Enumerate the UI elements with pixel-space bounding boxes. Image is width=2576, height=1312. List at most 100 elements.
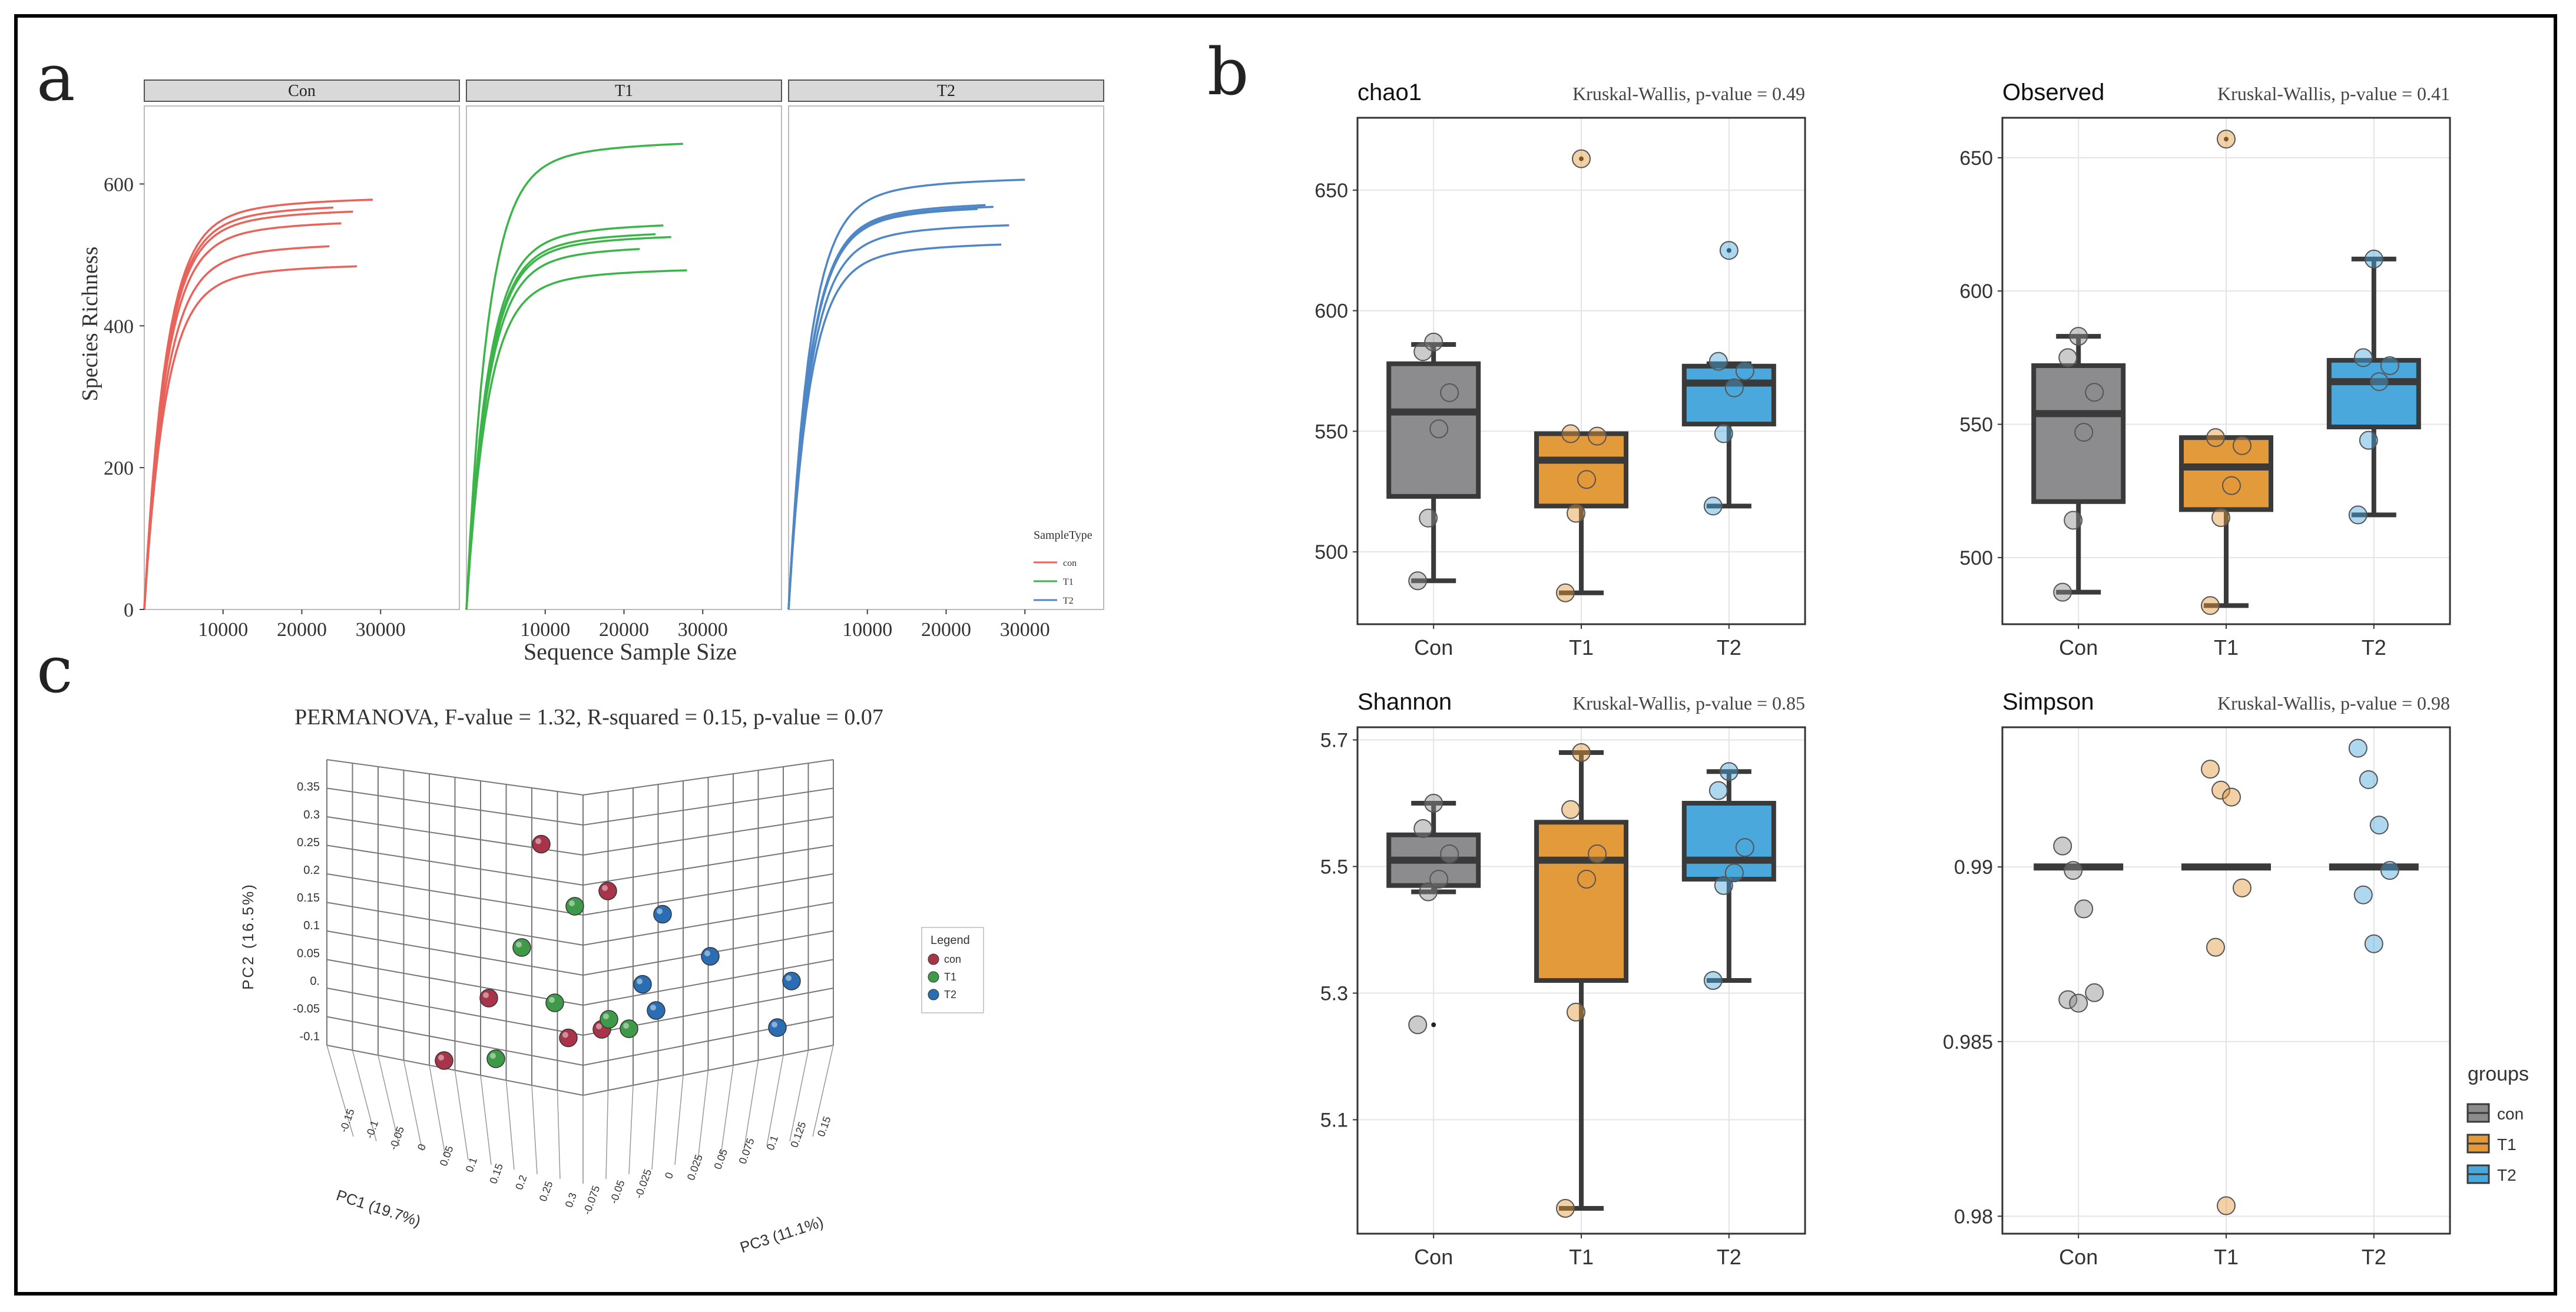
floor-grid-line xyxy=(378,1055,400,1147)
y-tick-label: 5.5 xyxy=(1320,856,1348,879)
legend-marker-T1 xyxy=(928,971,939,983)
pc1-tick-label: -0.05 xyxy=(387,1125,406,1151)
jitter-point xyxy=(1708,352,1728,371)
legend-label-T2: T2 xyxy=(944,989,956,1000)
y-tick-label: 200 xyxy=(104,458,134,479)
jitter-point xyxy=(1424,332,1443,352)
jitter-point xyxy=(2353,885,2373,905)
jitter-point xyxy=(2364,249,2383,269)
pcoa-point-con xyxy=(479,989,498,1008)
jitter-point xyxy=(1429,870,1449,889)
pcoa-point-highlight xyxy=(438,1055,444,1061)
metric-title: Shannon xyxy=(1357,689,1452,715)
pcoa-point-highlight xyxy=(650,1005,656,1010)
legend-title: SampleType xyxy=(1034,529,1092,542)
legend-marker-con xyxy=(928,953,939,965)
jitter-point xyxy=(1588,426,1607,446)
jitter-point xyxy=(2069,993,2088,1013)
jitter-point xyxy=(2069,327,2088,346)
jitter-point xyxy=(1440,844,1459,863)
pc2-tick-label: -0.1 xyxy=(300,1031,320,1043)
panel-label-b: b xyxy=(1207,34,1249,110)
boxplot-shannon: Shannon Kruskal-Wallis, p-value = 0.85 5.1… xyxy=(1320,689,1806,1269)
floor-grid-line xyxy=(720,1065,734,1156)
legend-label-con: con xyxy=(944,953,961,965)
jitter-point xyxy=(2380,356,2399,375)
box-T2 xyxy=(2326,357,2421,430)
y-tick-label: 0.99 xyxy=(1954,856,1993,879)
jitter-point xyxy=(1408,571,1428,591)
legend-title: groups xyxy=(2468,1063,2529,1085)
y-tick-label: 550 xyxy=(1959,414,1993,436)
pc1-tick-label: 0.15 xyxy=(487,1162,505,1185)
floor-grid-line xyxy=(766,1055,784,1147)
rarefaction-curve-con xyxy=(143,245,330,610)
pcoa-point-T1 xyxy=(486,1049,505,1068)
pcoa-point-highlight xyxy=(637,978,643,985)
metric-title: Simpson xyxy=(2002,689,2094,715)
jitter-point xyxy=(2053,836,2072,856)
pc2-axis-title: PC2 (16.5%) xyxy=(239,883,257,990)
pcoa-point-T2 xyxy=(653,905,672,924)
jitter-point xyxy=(1708,781,1728,800)
grid-line xyxy=(582,759,834,796)
pcoa-point-highlight xyxy=(483,992,489,998)
jitter-point xyxy=(1556,1199,1575,1218)
facet-plot-area xyxy=(144,105,460,610)
x-tick-label: T2 xyxy=(2362,1245,2386,1269)
x-tick-label: T1 xyxy=(2214,635,2239,660)
jitter-point xyxy=(1419,882,1438,902)
rarefaction-curve-T1 xyxy=(465,236,671,610)
jitter-point xyxy=(1703,971,1723,990)
jitter-point xyxy=(1719,241,1739,260)
x-tick-label: Con xyxy=(2059,1245,2098,1269)
jitter-point xyxy=(2058,348,2078,367)
jitter-point xyxy=(2211,780,2230,800)
y-tick-label: 5.1 xyxy=(1320,1109,1348,1132)
x-tick-label: T1 xyxy=(2214,1245,2239,1269)
grid-line xyxy=(326,787,584,826)
jitter-point xyxy=(2217,1196,2236,1215)
pc2-tick-label: 0.15 xyxy=(297,892,320,905)
floor-grid-line xyxy=(557,1090,561,1180)
floor-grid-line xyxy=(480,1075,492,1165)
jitter-point xyxy=(1714,424,1733,443)
pc1-tick-label: -0.15 xyxy=(337,1107,357,1134)
legend-marker-T2 xyxy=(928,989,939,1000)
y-tick-label: 5.3 xyxy=(1320,983,1348,1005)
jitter-point xyxy=(2359,770,2378,789)
rarefaction-curve-T1 xyxy=(465,269,687,610)
boxplot-simpson: Simpson Kruskal-Wallis, p-value = 0.98 0.9… xyxy=(1943,689,2529,1269)
facet-strip xyxy=(788,79,1104,102)
y-tick-label: 600 xyxy=(1959,280,1993,303)
grid-line xyxy=(326,844,584,886)
jitter-point xyxy=(1735,362,1754,380)
grid-line xyxy=(326,1016,584,1066)
grid-line xyxy=(582,959,834,1006)
jitter-point xyxy=(1413,342,1433,362)
floor-grid-line xyxy=(697,1070,709,1161)
pc2-tick-label: 0.05 xyxy=(297,947,320,960)
jitter-point xyxy=(1735,838,1754,857)
pcoa-point-con xyxy=(532,834,551,854)
jitter-point xyxy=(1561,800,1580,819)
pcoa-point-T2 xyxy=(782,972,801,990)
x-tick-label: T1 xyxy=(1569,635,1594,660)
outlier-point xyxy=(2224,137,2229,142)
pc1-axis-title: PC1 (19.7%) xyxy=(334,1186,423,1230)
pc2-tick-label: 0. xyxy=(310,975,320,988)
floor-grid-line xyxy=(674,1075,684,1165)
grid-line xyxy=(326,988,584,1036)
y-tick-label: 650 xyxy=(1959,147,1993,170)
facet-strip-label: T2 xyxy=(937,82,955,100)
pc1-tick-label: 0.3 xyxy=(563,1191,579,1209)
jitter-point xyxy=(2211,508,2230,527)
rarefaction-curve-con xyxy=(143,265,357,610)
jitter-point xyxy=(2359,430,2378,450)
pcoa-point-T1 xyxy=(545,993,564,1012)
pcoa-point-con xyxy=(598,882,617,900)
pc3-tick-label: 0 xyxy=(663,1171,676,1180)
legend-label-con: con xyxy=(1063,558,1077,568)
jitter-point xyxy=(2233,878,2251,897)
box-T1 xyxy=(1534,431,1628,509)
